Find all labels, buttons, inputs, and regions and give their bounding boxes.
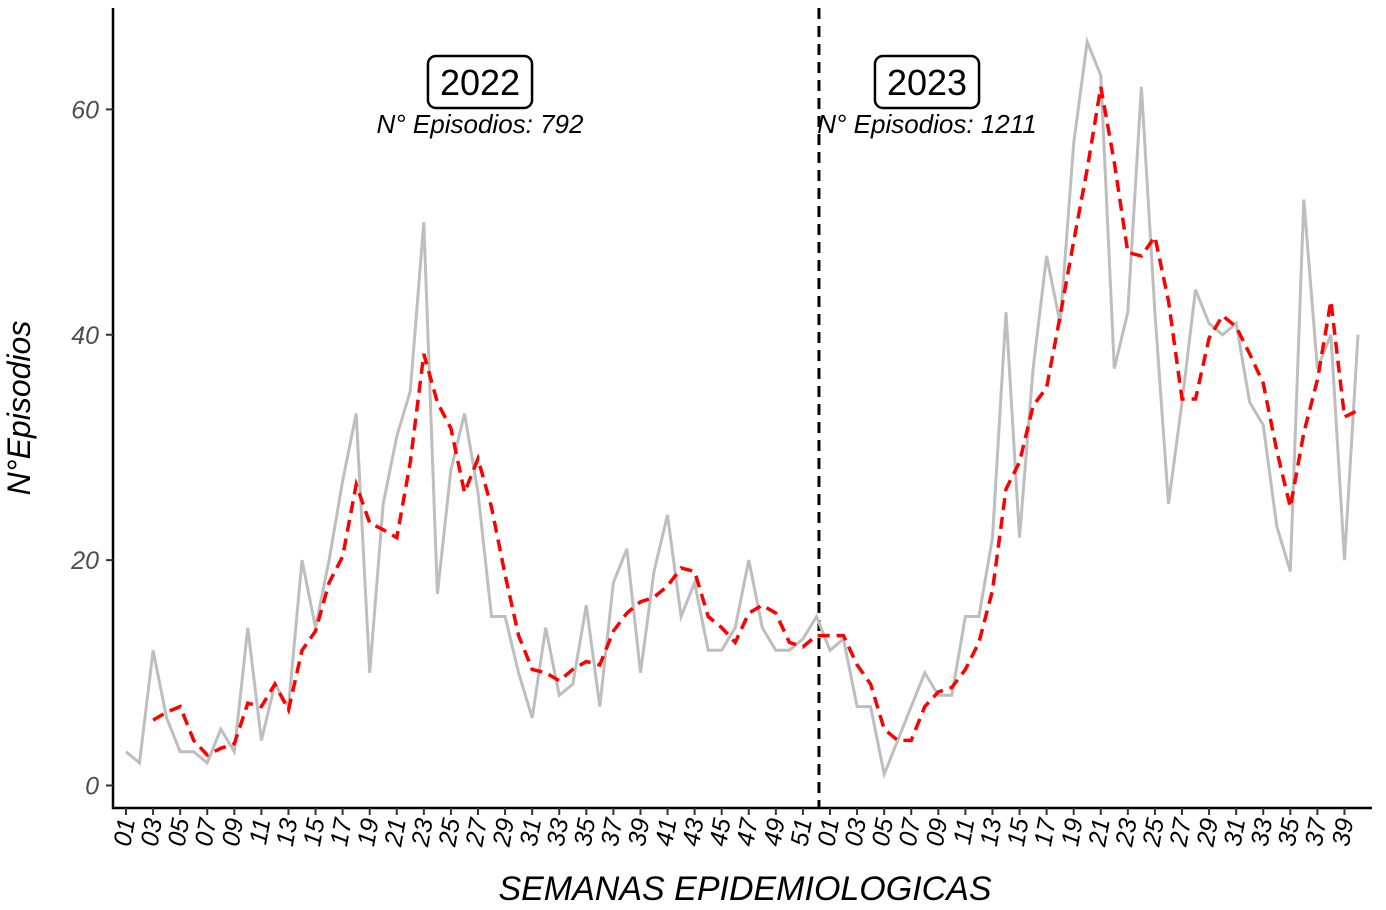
- series-line: [125, 35, 1360, 780]
- x-tick-label: 07: [190, 815, 223, 848]
- year-box: [426, 54, 534, 110]
- x-tick-label: 21: [1083, 816, 1116, 849]
- x-tick-label: 19: [352, 816, 384, 848]
- x-tick-label: 09: [217, 816, 249, 848]
- x-tick-label: 25: [1137, 816, 1170, 849]
- x-tick-label: 09: [921, 816, 953, 848]
- year-box: [873, 54, 981, 110]
- y-tick-label: 40: [71, 322, 99, 350]
- y-tick-label: 20: [70, 547, 99, 575]
- x-tick-label: 39: [1327, 816, 1359, 848]
- x-tick-label: 37: [596, 815, 629, 848]
- x-tick-label: 35: [1273, 816, 1305, 848]
- y-tick-label: 0: [85, 772, 99, 800]
- x-tick-label: 03: [840, 816, 872, 848]
- x-tick-label: 33: [542, 816, 574, 848]
- x-tick-label: 29: [1191, 816, 1224, 849]
- x-tick-label: 13: [271, 816, 303, 848]
- x-tick-label: 13: [975, 816, 1007, 848]
- year-annotation: 2022 N° Episodios: 792: [377, 54, 584, 139]
- year-label: 2022: [440, 62, 520, 103]
- x-tick-label: 33: [1246, 816, 1278, 848]
- x-axis-title: SEMANAS EPIDEMIOLOGICAS: [498, 870, 991, 908]
- x-tick-label: 51: [785, 816, 817, 848]
- x-tick-label: 43: [677, 816, 709, 848]
- year-label: 2023: [887, 62, 967, 103]
- x-tick-label: 15: [298, 816, 330, 848]
- y-tick-label: 60: [71, 96, 99, 124]
- x-tick-label: 11: [948, 816, 980, 846]
- x-tick-label: 39: [623, 816, 655, 848]
- x-tick-label: 01: [109, 816, 141, 848]
- x-tick-label: 31: [1219, 816, 1251, 848]
- x-tick-label: 31: [515, 816, 547, 848]
- x-tick-label: 25: [433, 816, 466, 849]
- x-tick-label: 15: [1002, 816, 1034, 848]
- x-tick-label: 05: [867, 816, 899, 848]
- x-tick-label: 27: [460, 815, 493, 849]
- x-tick-label: 19: [1056, 816, 1088, 848]
- x-tick-label: 17: [325, 815, 358, 848]
- series-line: [152, 86, 1359, 758]
- x-tick-label: 47: [731, 815, 764, 848]
- x-tick-label: 07: [894, 815, 927, 848]
- x-tick-label: 27: [1164, 815, 1197, 849]
- x-tick-label: 11: [244, 816, 276, 846]
- y-axis-title: N°Episodios: [1, 321, 37, 496]
- x-tick-label: 29: [487, 816, 520, 849]
- x-tick-label: 49: [758, 816, 790, 848]
- episode-count: N° Episodios: 1211: [817, 109, 1037, 139]
- x-tick-label: 03: [136, 816, 168, 848]
- x-tick-label: 45: [704, 816, 736, 848]
- x-tick-label: 05: [163, 816, 195, 848]
- x-tick-label: 23: [406, 816, 439, 849]
- x-tick-label: 21: [379, 816, 412, 849]
- x-tick-label: 37: [1300, 815, 1333, 848]
- episode-count: N° Episodios: 792: [377, 109, 584, 139]
- x-tick-label: 01: [813, 816, 845, 848]
- x-tick-label: 23: [1110, 816, 1143, 849]
- year-annotation: 2023 N° Episodios: 1211: [817, 54, 1037, 139]
- x-tick-label: 17: [1029, 815, 1062, 848]
- x-tick-label: 35: [569, 816, 601, 848]
- x-tick-label: 41: [650, 816, 682, 848]
